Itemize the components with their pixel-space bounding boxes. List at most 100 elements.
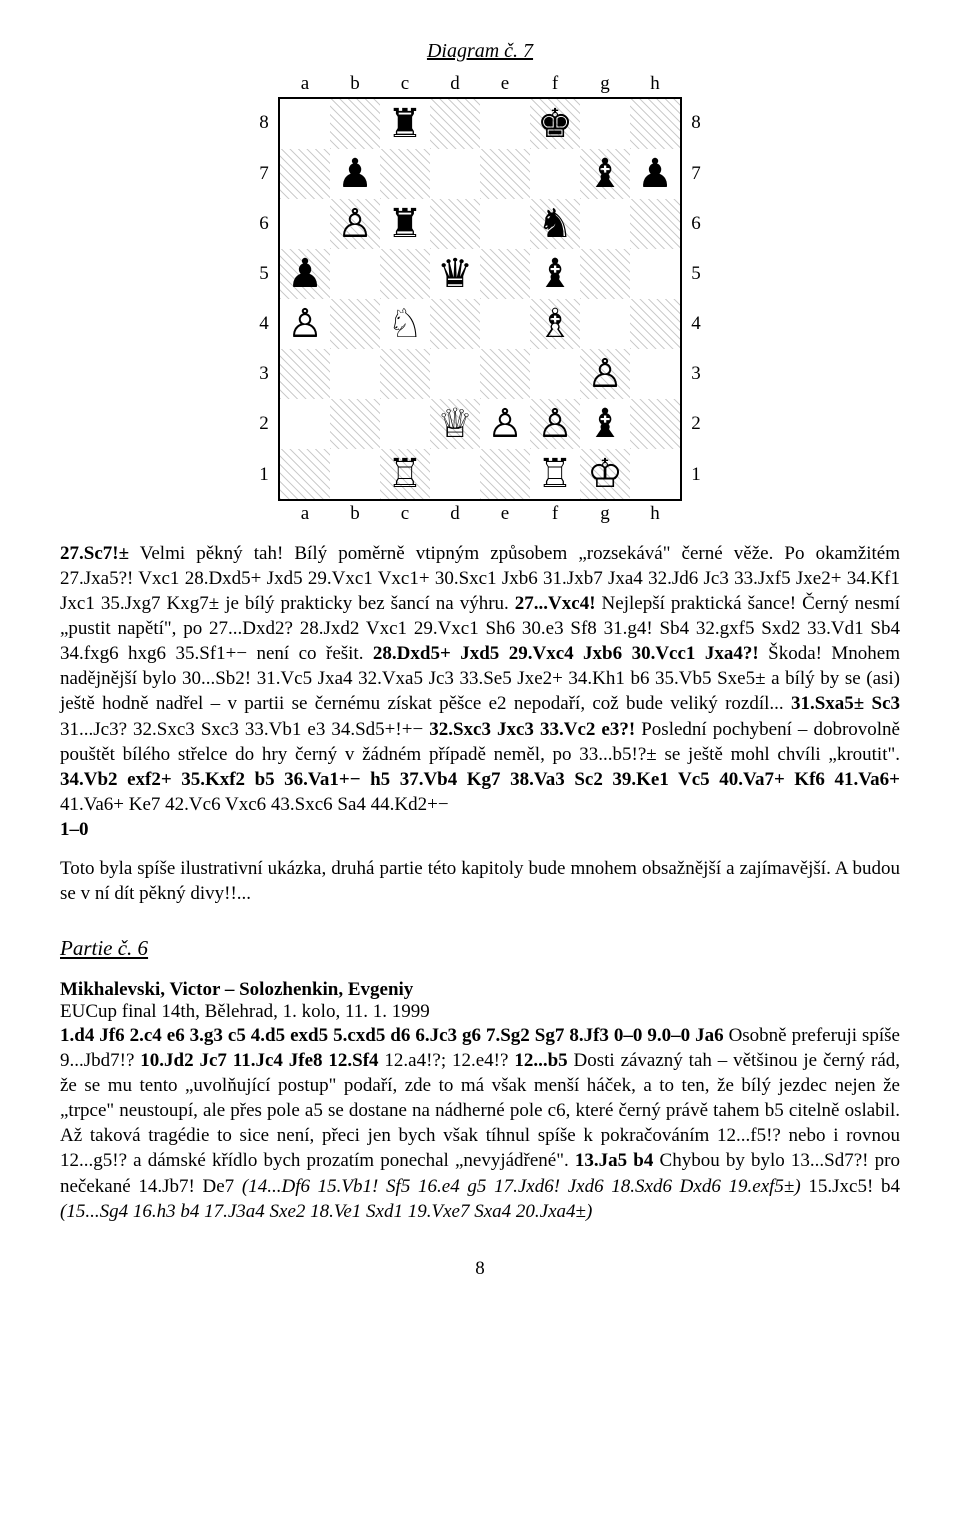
rank-label: 8 — [250, 112, 278, 134]
file-label: f — [530, 501, 580, 527]
file-label: d — [430, 71, 480, 97]
board-square — [430, 299, 480, 349]
file-label: b — [330, 71, 380, 97]
board-square — [480, 299, 530, 349]
board-square — [580, 299, 630, 349]
rank-label: 8 — [682, 112, 710, 134]
board-square — [630, 299, 680, 349]
chess-piece: ♙ — [337, 199, 373, 249]
board-square: ♛ — [430, 249, 480, 299]
rank-label: 1 — [250, 464, 278, 486]
chess-piece: ♝ — [587, 149, 623, 199]
partie-title: Partie č. 6 — [60, 936, 900, 961]
board-square — [380, 349, 430, 399]
rank-label: 7 — [682, 163, 710, 185]
board-square: ♖ — [380, 449, 430, 499]
board-square — [380, 399, 430, 449]
board-square — [630, 399, 680, 449]
file-label: h — [630, 501, 680, 527]
board-square — [630, 449, 680, 499]
board-square — [280, 349, 330, 399]
analysis-paragraph-1: 27.Sc7!± Velmi pěkný tah! Bílý poměrně v… — [60, 541, 900, 842]
game-result: 1–0 — [60, 819, 89, 840]
board-square — [330, 249, 380, 299]
board-square — [330, 399, 380, 449]
file-label: h — [630, 71, 680, 97]
rank-label: 7 — [250, 163, 278, 185]
board-square: ♟ — [280, 249, 330, 299]
board-square — [380, 249, 430, 299]
board-square — [530, 349, 580, 399]
chess-piece: ♜ — [387, 99, 423, 149]
board-square — [630, 349, 680, 399]
chess-piece: ♙ — [537, 399, 573, 449]
board-square — [630, 99, 680, 149]
board-square — [430, 99, 480, 149]
chess-piece: ♔ — [587, 449, 623, 499]
board-square — [280, 449, 330, 499]
board-square — [630, 199, 680, 249]
rank-label: 5 — [682, 263, 710, 285]
board-square: ♟ — [630, 149, 680, 199]
chess-piece: ♛ — [437, 249, 473, 299]
rank-label: 6 — [250, 213, 278, 235]
board-square: ♟ — [330, 149, 380, 199]
board-square — [280, 199, 330, 249]
board-square — [530, 149, 580, 199]
board-square: ♝ — [530, 249, 580, 299]
board-square: ♙ — [330, 199, 380, 249]
file-label: b — [330, 501, 380, 527]
chess-piece: ♖ — [387, 449, 423, 499]
board-square — [480, 149, 530, 199]
chess-piece: ♞ — [537, 199, 573, 249]
file-label: c — [380, 71, 430, 97]
board-square — [630, 249, 680, 299]
rank-label: 4 — [250, 313, 278, 335]
board-square: ♗ — [530, 299, 580, 349]
file-label: e — [480, 501, 530, 527]
board-square: ♙ — [280, 299, 330, 349]
chess-piece: ♟ — [337, 149, 373, 199]
chess-piece: ♙ — [587, 349, 623, 399]
chess-piece: ♗ — [537, 299, 573, 349]
board-square — [280, 399, 330, 449]
board-square — [430, 199, 480, 249]
board-square: ♜ — [380, 99, 430, 149]
file-labels-top: a b c d e f g h — [250, 71, 710, 97]
board-square — [430, 149, 480, 199]
board-square: ♙ — [480, 399, 530, 449]
file-label: c — [380, 501, 430, 527]
file-label: g — [580, 71, 630, 97]
chess-piece: ♟ — [287, 249, 323, 299]
board-square: ♕ — [430, 399, 480, 449]
board-square: ♜ — [380, 199, 430, 249]
chess-diagram: a b c d e f g h 8♜♚87♟♝♟76♙♜♞65♟♛♝54♙♘♗4… — [60, 71, 900, 527]
chess-piece: ♙ — [487, 399, 523, 449]
board-square: ♙ — [580, 349, 630, 399]
file-labels-bottom: a b c d e f g h — [250, 501, 710, 527]
board-square — [480, 449, 530, 499]
board-square — [580, 249, 630, 299]
rank-label: 4 — [682, 313, 710, 335]
board-square — [380, 149, 430, 199]
board-square — [580, 99, 630, 149]
chess-piece: ♟ — [637, 149, 673, 199]
rank-label: 2 — [682, 413, 710, 435]
board-square — [580, 199, 630, 249]
rank-label: 1 — [682, 464, 710, 486]
chess-piece: ♕ — [437, 399, 473, 449]
board-square — [480, 99, 530, 149]
file-label: a — [280, 71, 330, 97]
rank-label: 5 — [250, 263, 278, 285]
rank-label: 3 — [682, 363, 710, 385]
board-square — [330, 349, 380, 399]
board-square: ♘ — [380, 299, 430, 349]
board-square: ♔ — [580, 449, 630, 499]
file-label: a — [280, 501, 330, 527]
chess-piece: ♜ — [387, 199, 423, 249]
file-label: g — [580, 501, 630, 527]
diagram-title: Diagram č. 7 — [60, 40, 900, 63]
board-square: ♝ — [580, 149, 630, 199]
board-square: ♙ — [530, 399, 580, 449]
board-square: ♞ — [530, 199, 580, 249]
